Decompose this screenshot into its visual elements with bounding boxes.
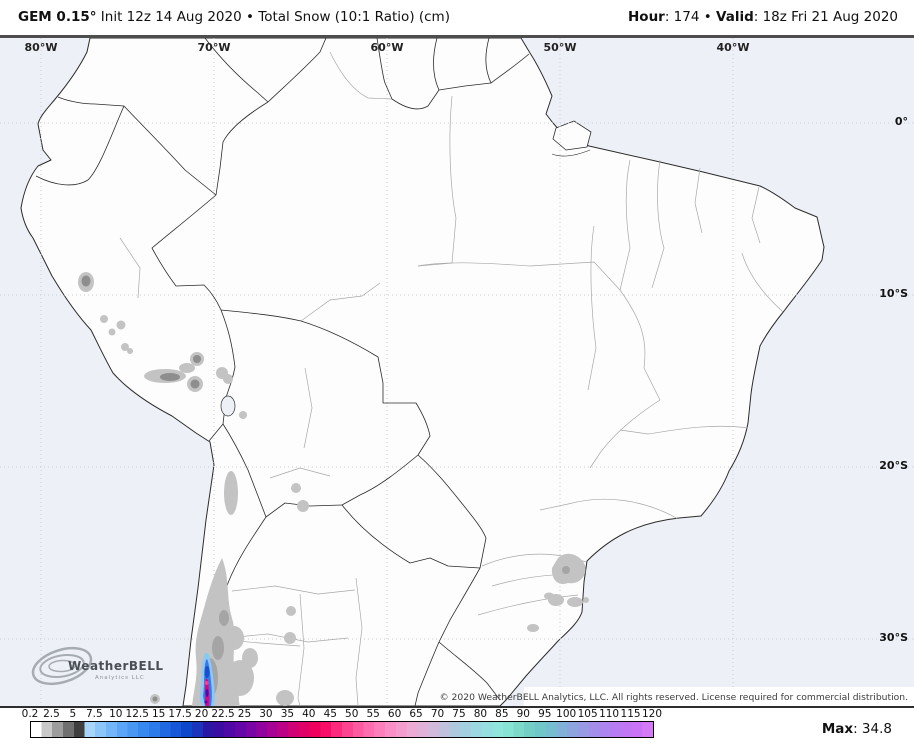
lon-label: 60°W [370,41,404,54]
colorbar-tick-label: 25 [237,708,252,720]
colorbar-cell [266,722,289,737]
colorbar-cell [331,722,353,737]
colorbar-tick-label: 35 [280,708,295,720]
colorbar-tick-label: 2.5 [43,708,60,720]
colorbar-tick-label: 0.2 [21,708,39,720]
colorbar-tick-label: 100 [556,708,577,720]
colorbar-tick-label: 65 [409,708,423,720]
colorbar-tick-label: 12.5 [125,708,149,720]
lon-label: 80°W [24,41,58,54]
colorbar-tick-label: 90 [516,708,530,720]
colorbar-cell [481,722,503,737]
model-title: GEM 0.15° Init 12z 14 Aug 2020 • Total S… [18,9,450,25]
colorbar-cell [395,722,418,737]
colorbar-tick-label: 15 [152,708,166,720]
colorbar-cell [417,722,439,737]
colorbar-tick-label: 55 [366,708,380,720]
colorbar-tick-label: 45 [323,708,337,720]
colorbar-cell [52,722,74,737]
colorbar-cell [352,722,375,737]
map-area: WeatherBELL Analytics LLC © 2020 Weather… [0,35,914,708]
colorbar-cell [73,722,96,737]
logo-subtitle: Analytics LLC [95,675,145,681]
colorbar-cell [545,722,568,737]
colorbar-area: 0.2 2.5 5 7.5 10 12.5 15 17.5 20 22.5 25 30 35 40 45 50… [0,708,914,750]
valid-value: : 18z Fri 21 Aug 2020 [753,9,898,25]
colorbar-cell [116,722,139,737]
colorbar-tick-label: 5 [69,708,77,720]
lon-label: 70°W [197,41,231,54]
colorbar-tick-label: 40 [302,708,316,720]
colorbar-tick-label: 80 [473,708,488,720]
colorbar-cell [159,722,182,737]
lat-label: 10°S [879,287,908,300]
colorbar-cell [438,722,461,737]
lat-label: 30°S [879,631,908,644]
colorbar-tick-label: 20 [194,708,209,720]
landmass [20,38,825,706]
model-name: GEM 0.15° [18,9,97,25]
colorbar-tick-label: 50 [345,708,359,720]
colorbar-tick-label: 22.5 [211,708,235,720]
colorbar-tick-label: 75 [452,708,466,720]
lat-label: 20°S [879,459,908,472]
lon-label: 40°W [716,41,750,54]
weatherbell-logo: WeatherBELL Analytics LLC [31,646,164,686]
colorbar-tick-label: 95 [538,708,552,720]
hour-value: : 174 • [664,9,716,25]
heavy-snow-band [199,653,215,706]
colorbar-tick-labels: 0.2 2.5 5 7.5 10 12.5 15 17.5 20 22.5 25 30 35 40 45 50… [22,708,662,720]
lake-titicaca [220,395,236,417]
colorbar-cell [181,722,203,737]
colorbar-cell [95,722,117,737]
graticule [0,38,914,706]
colorbar-cell [138,722,160,737]
colorbar-cell [588,722,611,737]
valid-time-title: Hour: 174 • Valid: 18z Fri 21 Aug 2020 [628,9,898,25]
marajo-island [552,120,592,151]
state-borders [119,51,784,706]
colorbar-tick-label: 10 [109,708,123,720]
hour-label: Hour [628,9,665,25]
max-label: Max [821,721,854,737]
colorbar-cell [524,722,546,737]
copyright-text: © 2020 WeatherBELL Analytics, LLC. All r… [439,692,908,703]
colorbar-tick-label: 105 [577,708,598,720]
colorbar-tick-label: 70 [430,708,445,720]
model-init-info: Init 12z 14 Aug 2020 • Total Snow (10:1 … [96,9,450,25]
colorbar-cell [288,722,310,737]
colorbar-cell [309,722,332,737]
colorbar-cell [610,722,632,737]
max-value: Max: 34.8 [822,721,892,737]
colorbar-tick-label: 115 [620,708,641,720]
colorbar-cell [460,722,482,737]
colorbar-cell [631,722,654,737]
colorbar-tick-label: 60 [387,708,402,720]
colorbar-tick-label: 85 [495,708,509,720]
colorbar-cell [502,722,525,737]
max-number: : 34.8 [853,721,892,737]
colorbar-tick-label: 30 [259,708,273,720]
colorbar-cell [245,722,267,737]
colorbar-cell [567,722,589,737]
colorbar [30,721,654,738]
colorbar-tick-label: 17.5 [168,708,192,720]
lat-label: 0° [894,115,908,128]
colorbar-tick-label: 110 [599,708,620,720]
lon-label: 50°W [543,41,577,54]
colorbar-cell [31,722,53,737]
colorbar-cell [202,722,225,737]
south-america-map: WeatherBELL Analytics LLC © 2020 Weather… [0,38,914,706]
colorbar-cell [374,722,396,737]
copyright-strip: © 2020 WeatherBELL Analytics, LLC. All r… [439,687,914,706]
colorbar-tick-label: 7.5 [85,708,103,720]
title-bar: GEM 0.15° Init 12z 14 Aug 2020 • Total S… [0,0,914,35]
colorbar-cell [224,722,246,737]
valid-label: Valid [716,9,754,25]
logo-title: WeatherBELL [68,659,164,673]
colorbar-tick-label: 120 [641,708,663,720]
